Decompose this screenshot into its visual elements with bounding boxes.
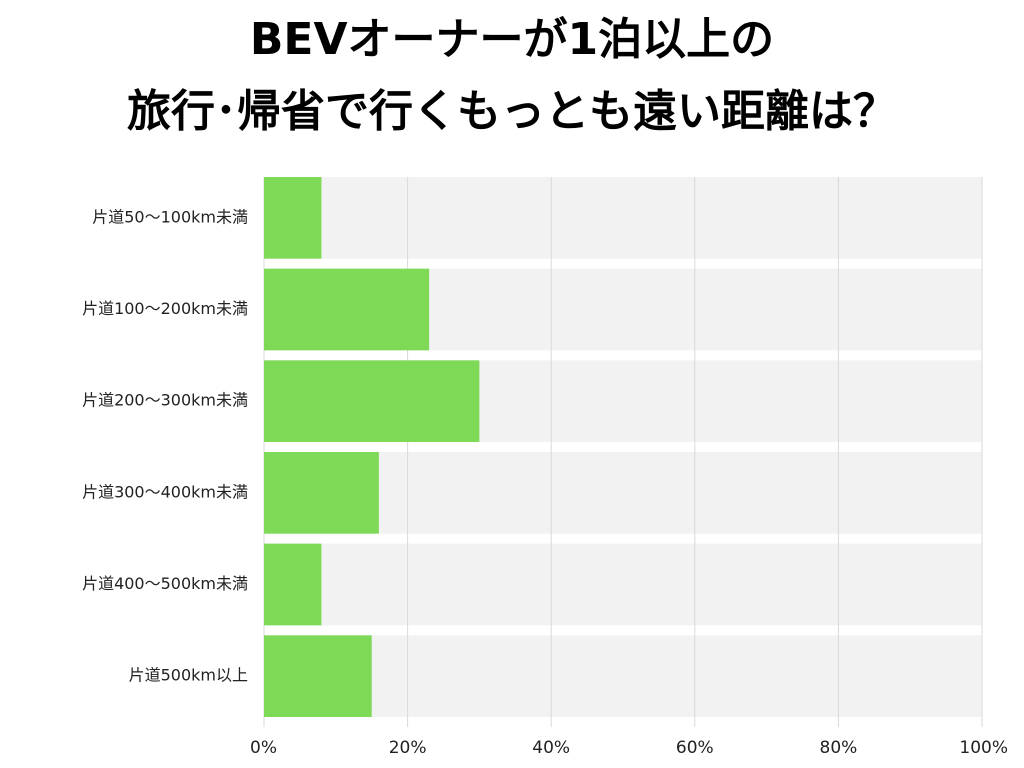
bar-2 bbox=[264, 360, 480, 442]
bar-track-5 bbox=[264, 635, 982, 717]
category-label-5: 片道500km以上 bbox=[129, 666, 248, 685]
chart-title-line-1: BEVオーナーが1泊以上の bbox=[249, 14, 775, 65]
bar-4 bbox=[264, 543, 322, 626]
x-tick-label-3: 60% bbox=[676, 738, 714, 758]
category-label-3: 片道300〜400km未満 bbox=[82, 482, 248, 501]
bar-0 bbox=[264, 177, 322, 259]
x-tick-label-2: 40% bbox=[532, 738, 570, 758]
x-tick-label-4: 80% bbox=[820, 738, 858, 758]
bar-5 bbox=[264, 635, 372, 717]
x-tick-label-1: 20% bbox=[389, 738, 427, 758]
category-label-1: 片道100〜200km未満 bbox=[82, 299, 248, 318]
chart-title-line-2: 旅行･帰省で行くもっとも遠い距離は？ bbox=[127, 86, 897, 137]
bar-3 bbox=[264, 452, 379, 534]
x-tick-label-0: 0% bbox=[250, 738, 277, 758]
category-label-4: 片道400〜500km未満 bbox=[82, 574, 248, 593]
category-label-0: 片道50〜100km未満 bbox=[92, 207, 248, 226]
category-label-2: 片道200〜300km未満 bbox=[82, 391, 248, 410]
bar-track-3 bbox=[264, 452, 982, 534]
bar-track-4 bbox=[264, 543, 982, 626]
bar-1 bbox=[264, 268, 430, 351]
bar-track-0 bbox=[264, 177, 982, 259]
x-tick-label-5: 100% bbox=[959, 738, 1008, 758]
